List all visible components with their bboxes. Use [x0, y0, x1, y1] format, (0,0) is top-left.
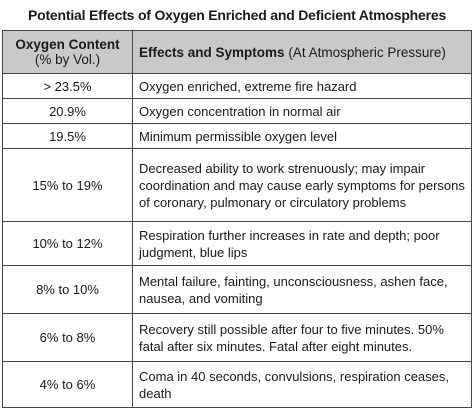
- effects-cell: Respiration further increases in rate an…: [132, 221, 472, 266]
- oxygen-content-cell: 6% to 8%: [2, 313, 133, 362]
- header-text: Oxygen Content: [15, 37, 120, 52]
- effects-cell: Decreased ability to work strenuously; m…: [132, 148, 472, 222]
- header-row: Oxygen Content (% by Vol.) Effects and Sy…: [2, 30, 472, 74]
- oxygen-content-cell: 4% to 6%: [2, 361, 133, 408]
- effects-cell: Minimum permissible oxygen level: [132, 123, 472, 149]
- oxygen-content-cell: > 23.5%: [2, 73, 133, 99]
- effects-cell: Coma in 40 seconds, convulsions, respira…: [132, 361, 472, 408]
- effects-cell: Oxygen enriched, extreme fire hazard: [132, 73, 472, 99]
- oxygen-content-cell: 15% to 19%: [2, 148, 133, 222]
- effects-cell: Recovery still possible after four to fi…: [132, 313, 472, 362]
- header-subtext: (% by Vol.): [34, 52, 101, 67]
- table-body: > 23.5% Oxygen enriched, extreme fire haz…: [2, 73, 472, 408]
- oxygen-content-cell: 10% to 12%: [2, 221, 133, 266]
- table-row: 20.9% Oxygen concentration in normal air: [2, 98, 472, 124]
- table-row: 15% to 19% Decreased ability to work stre…: [2, 148, 472, 222]
- table-row: 4% to 6% Coma in 40 seconds, convulsions,…: [2, 361, 472, 408]
- table-row: 6% to 8% Recovery still possible after fo…: [2, 313, 472, 362]
- oxygen-content-cell: 8% to 10%: [2, 265, 133, 314]
- effects-table: Oxygen Content (% by Vol.) Effects and Sy…: [2, 30, 472, 408]
- table-row: 8% to 10% Mental failure, fainting, uncon…: [2, 265, 472, 314]
- header-cell: Oxygen Content (% by Vol.): [2, 30, 133, 74]
- header-cell: Effects and Symptoms (At Atmospheric Pre…: [132, 30, 472, 74]
- header-text: Effects and Symptoms: [139, 44, 285, 60]
- effects-cell: Oxygen concentration in normal air: [132, 98, 472, 124]
- table-row: > 23.5% Oxygen enriched, extreme fire haz…: [2, 73, 472, 99]
- oxygen-content-cell: 19.5%: [2, 123, 133, 149]
- table-title: Potential Effects of Oxygen Enriched and…: [27, 7, 447, 23]
- table-row: 19.5% Minimum permissible oxygen level: [2, 123, 472, 149]
- header-subtext: (At Atmospheric Pressure): [288, 44, 446, 60]
- table-row: 10% to 12% Respiration further increases …: [2, 221, 472, 266]
- effects-cell: Mental failure, fainting, unconsciousnes…: [132, 265, 472, 314]
- oxygen-content-cell: 20.9%: [2, 98, 133, 124]
